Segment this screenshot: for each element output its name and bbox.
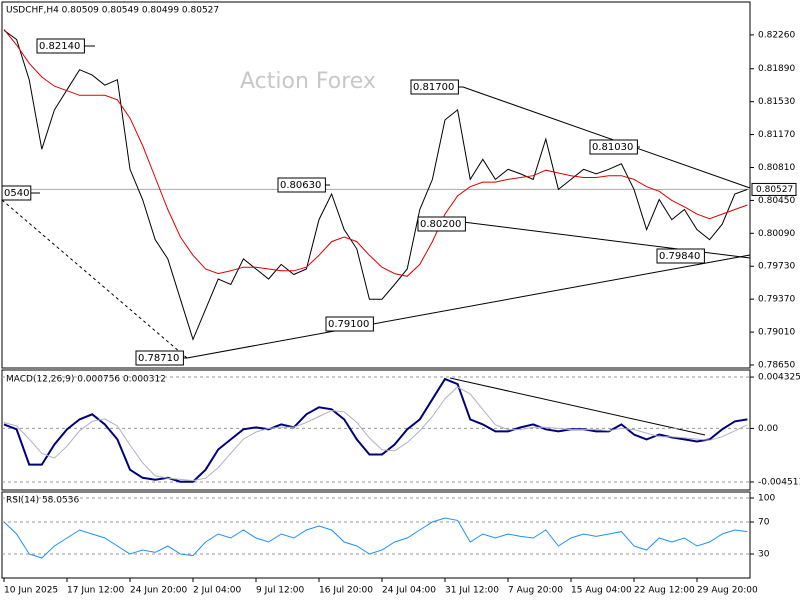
y-tick-label: 0.79730 — [758, 262, 795, 272]
series-line — [3, 517, 748, 559]
series-line — [3, 377, 748, 483]
series-line — [3, 29, 748, 341]
y-tick-label: 0.79010 — [758, 328, 795, 338]
annotation-box — [589, 139, 638, 155]
macd-title: MACD(12,26,9) 0.000756 0.000312 — [6, 375, 166, 385]
rsi-title: RSI(14) 58.0536 — [6, 496, 79, 506]
x-tick-label: 22 Aug 12:00 — [634, 586, 695, 596]
macd-frame — [1, 369, 751, 491]
annotation: 0.81700 — [413, 82, 454, 93]
y-tick-label: 100 — [758, 494, 775, 504]
annotation-box — [325, 316, 374, 332]
annotation: 0.80200 — [420, 219, 461, 230]
y-tick-label: 0.82260 — [758, 30, 795, 40]
annotation-box — [277, 177, 326, 193]
annotation: 0540 — [4, 188, 29, 199]
x-tick-label: 7 Aug 20:00 — [508, 586, 563, 596]
x-tick-label: 31 Jul 12:00 — [445, 586, 499, 596]
price-frame — [1, 1, 751, 369]
y-tick-label: 0.79370 — [758, 295, 795, 305]
y-tick-label: 0.80090 — [758, 229, 795, 239]
y-tick-label: 0.80810 — [758, 163, 795, 173]
y-tick-label: 0.81530 — [758, 97, 795, 107]
x-tick-label: 9 Jul 12:00 — [256, 586, 305, 596]
y-tick-label: 0.81170 — [758, 130, 795, 140]
y-tick-label: 70 — [758, 518, 770, 528]
y-tick-label: 0.81890 — [758, 64, 795, 74]
x-tick-label: 24 Jul 04:00 — [382, 586, 436, 596]
y-tick-label: -0.004511 — [758, 477, 800, 487]
annotation: 0.81030 — [592, 142, 633, 153]
trendline — [449, 377, 706, 436]
series-line — [3, 386, 748, 482]
annotation-box — [417, 216, 466, 232]
x-tick-label: 2 Jul 04:00 — [193, 586, 242, 596]
price-tag-label: 0.80527 — [756, 185, 793, 195]
series-line — [3, 29, 748, 277]
annotation-box — [656, 248, 705, 264]
x-tick-label: 24 Jun 20:00 — [130, 586, 187, 596]
annotation-box — [410, 79, 459, 95]
x-tick-label: 16 Jul 20:00 — [319, 586, 373, 596]
annotation: 0.80630 — [280, 180, 321, 191]
annotation: 0.78710 — [138, 353, 179, 364]
trendline — [462, 86, 751, 189]
x-tick-label: 17 Jun 12:00 — [67, 586, 124, 596]
rsi-frame — [1, 491, 751, 579]
annotation: 0.79840 — [659, 251, 700, 262]
y-tick-label: 30 — [758, 550, 770, 560]
x-tick-label: 29 Aug 20:00 — [697, 586, 758, 596]
y-tick-label: 0.004325 — [758, 373, 800, 383]
x-tick-label: 15 Aug 04:00 — [571, 586, 632, 596]
y-tick-label: 0.00 — [758, 424, 778, 434]
y-tick-label: 0.78650 — [758, 360, 795, 370]
x-tick-label: 10 Jun 2025 — [4, 586, 58, 596]
annotation-box — [36, 38, 85, 54]
annotation: 0.82140 — [39, 41, 80, 52]
y-tick-label: 0.80450 — [758, 196, 795, 206]
annotation: 0.79100 — [328, 319, 369, 330]
trendline — [1, 199, 188, 359]
annotation-box — [135, 350, 184, 366]
price-tag — [751, 182, 797, 196]
trendline — [186, 254, 751, 359]
watermark: Action Forex — [240, 69, 376, 94]
price-title: USDCHF,H4 0.80509 0.80549 0.80499 0.8052… — [6, 6, 219, 16]
annotation-box — [1, 185, 32, 201]
